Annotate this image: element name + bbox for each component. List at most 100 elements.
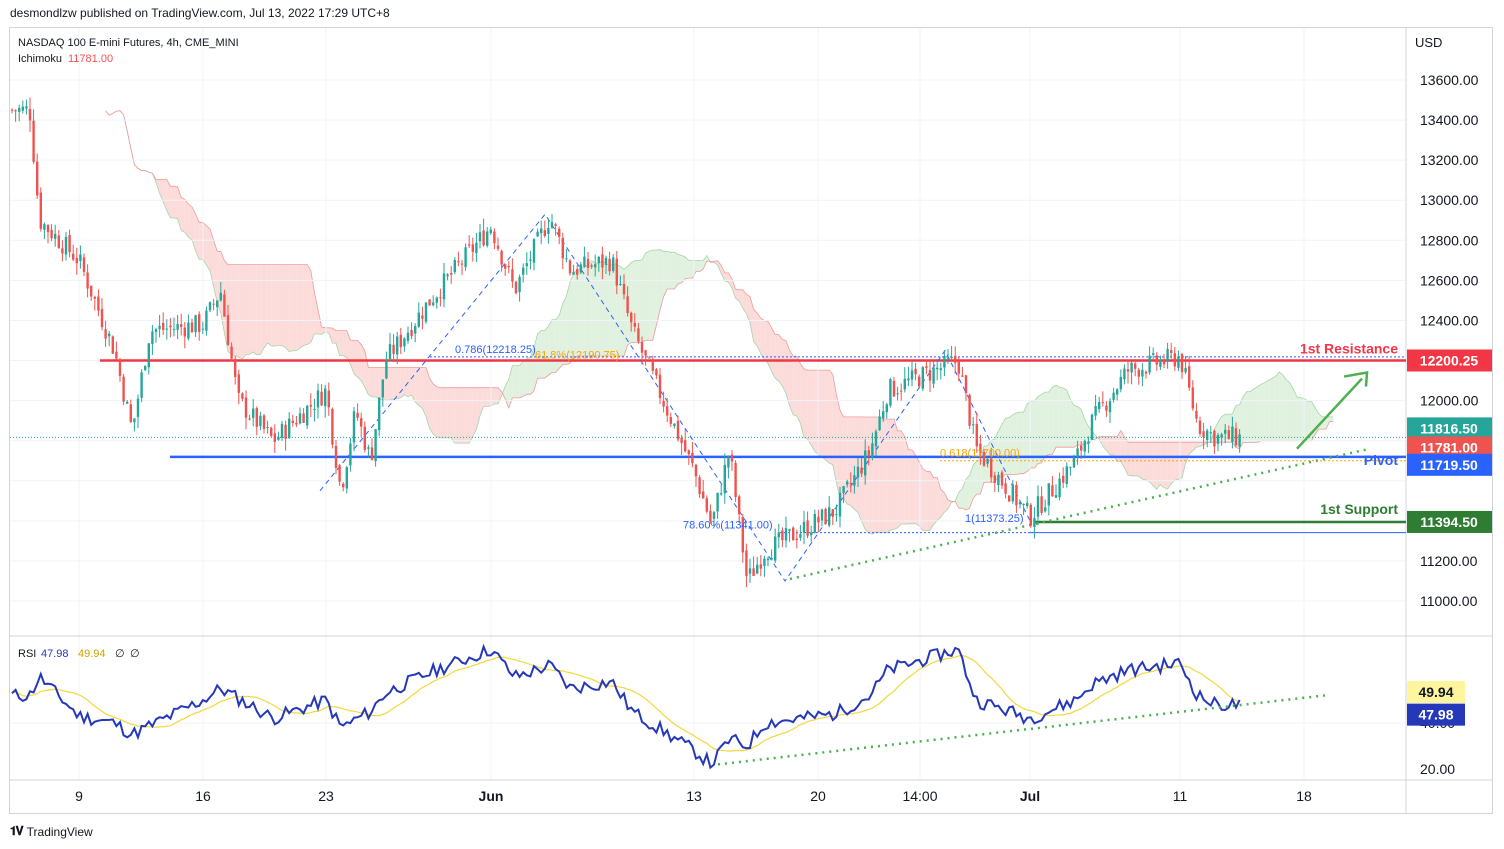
candle-body	[1105, 405, 1108, 411]
candle	[1134, 359, 1137, 377]
candle	[288, 412, 291, 439]
candle-body	[554, 224, 557, 226]
candle-body	[1216, 434, 1220, 444]
candle-body	[1004, 483, 1007, 494]
candle-body	[788, 529, 791, 531]
candle	[1166, 342, 1169, 369]
candle-body	[982, 452, 986, 466]
candle-body	[1137, 369, 1140, 377]
candle	[1090, 413, 1094, 441]
candle-body	[349, 443, 352, 466]
candle	[1141, 363, 1144, 387]
candle-body	[342, 483, 345, 488]
candle-body	[360, 418, 363, 427]
ichimoku-cloud-segment	[552, 319, 556, 373]
candle-body	[180, 324, 183, 327]
ichimoku-cloud-segment	[1308, 401, 1312, 441]
ichimoku-cloud-segment	[1059, 387, 1064, 448]
candle	[518, 274, 521, 302]
rsi-axis-badge: 47.98	[1407, 703, 1465, 726]
ichimoku-cloud-segment	[364, 350, 369, 395]
candle	[1072, 454, 1076, 468]
candle	[367, 444, 370, 458]
ichimoku-cloud-segment	[426, 367, 430, 429]
candle-body	[1062, 475, 1065, 483]
candle-body	[133, 418, 136, 423]
candle-body	[1022, 504, 1025, 506]
candle-body	[1134, 363, 1137, 369]
candle	[172, 317, 176, 337]
candle-body	[453, 259, 456, 273]
candle-body	[194, 315, 197, 333]
candle-body	[1195, 410, 1198, 419]
candle-body	[172, 329, 176, 331]
candle-body	[727, 456, 730, 468]
ichimoku-cloud-segment	[1156, 442, 1161, 490]
ichimoku-cloud-segment	[289, 264, 293, 352]
ichimoku-cloud-segment	[822, 370, 826, 460]
candle	[669, 412, 672, 427]
candle-body	[1191, 387, 1194, 409]
candle	[633, 312, 636, 332]
candle-body	[680, 438, 683, 444]
candle	[349, 437, 352, 472]
candle-body	[637, 328, 640, 342]
candle-body	[72, 253, 75, 260]
candle-body	[1018, 501, 1022, 505]
candle-body	[626, 296, 629, 314]
ichimoku-cloud-segment	[231, 264, 236, 356]
price-badge-text: 11781.00	[1420, 439, 1478, 455]
candle-body	[478, 232, 482, 242]
candle	[241, 392, 244, 402]
candle	[316, 383, 320, 419]
ichimoku-cloud-segment	[908, 449, 912, 524]
candle-body	[774, 536, 777, 561]
candle	[183, 322, 186, 349]
candle-body	[97, 296, 100, 311]
projection-arrow	[1296, 377, 1363, 450]
ichimoku-cloud-segment	[534, 333, 538, 392]
ichimoku-cloud-segment	[966, 475, 970, 510]
candle-body	[1098, 401, 1101, 410]
candle	[439, 288, 442, 307]
candle-body	[1083, 440, 1086, 452]
candle	[1116, 387, 1119, 401]
ichimoku-cloud-segment	[238, 264, 243, 359]
candle	[144, 365, 147, 371]
candle-body	[331, 408, 334, 445]
candle	[432, 295, 435, 307]
rsi-axis-badge: 49.94	[1407, 681, 1465, 703]
ichimoku-cloud-segment	[886, 419, 891, 533]
candle	[543, 220, 546, 238]
candle	[399, 327, 402, 355]
candle	[885, 402, 888, 419]
candle-body	[367, 447, 370, 449]
ichimoku-cloud-segment	[768, 321, 772, 372]
candle-body	[702, 491, 705, 499]
candle-body	[201, 328, 204, 330]
candle	[403, 337, 406, 352]
candle-body	[388, 344, 392, 360]
candle	[507, 261, 510, 274]
ichimoku-cloud-segment	[328, 327, 333, 344]
candle	[1152, 347, 1155, 360]
ichimoku-cloud-segment	[246, 264, 250, 355]
candle-body	[691, 452, 694, 464]
candle	[860, 457, 863, 477]
candle-body	[392, 344, 395, 354]
ichimoku-cloud-segment	[1009, 414, 1013, 475]
candle	[230, 342, 233, 362]
candle	[594, 254, 597, 277]
time-tick-label: 18	[1296, 788, 1312, 804]
candle-body	[766, 558, 770, 561]
candle	[32, 109, 35, 165]
candle-body	[18, 108, 21, 112]
candle-body	[50, 229, 53, 239]
candle	[435, 296, 438, 309]
fib-annotation: 1(11373.25)	[965, 513, 1024, 525]
candle	[478, 224, 482, 249]
candle-body	[1112, 392, 1115, 400]
ichimoku-cloud-segment	[1041, 392, 1046, 463]
ichimoku-cloud-segment	[408, 367, 412, 397]
